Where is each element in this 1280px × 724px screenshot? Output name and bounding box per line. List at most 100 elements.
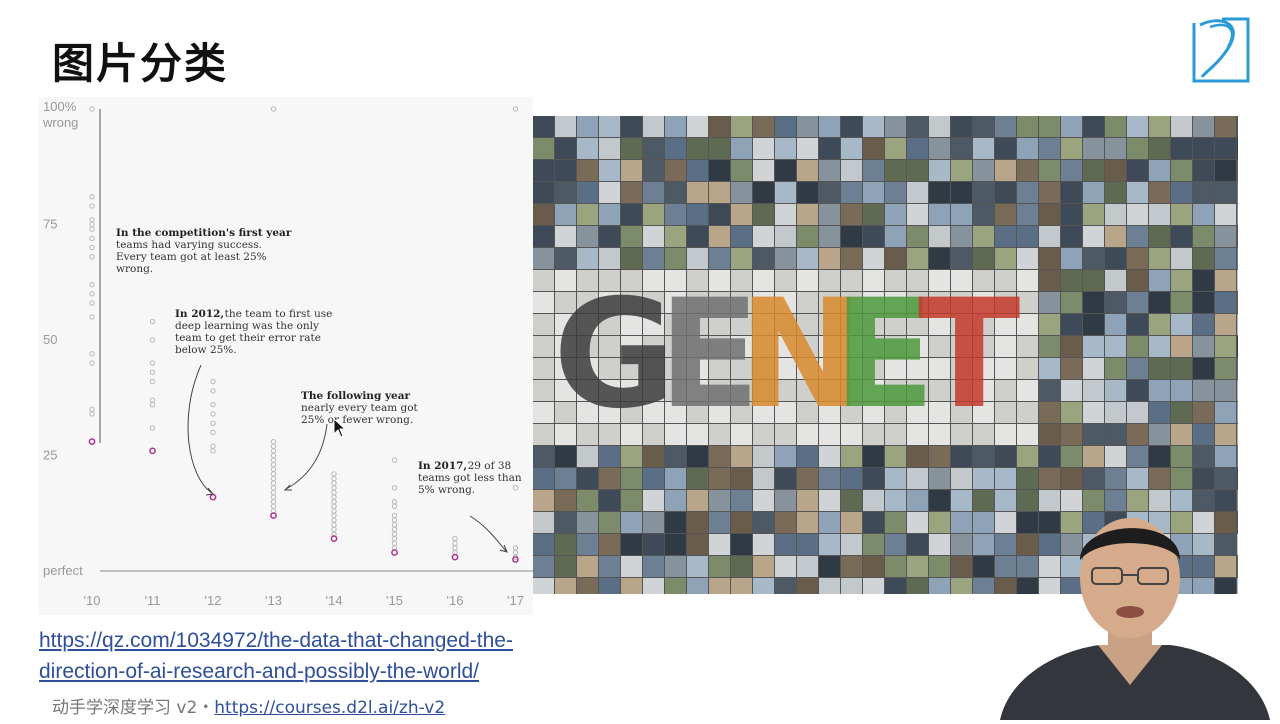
team-point (210, 420, 216, 426)
team-point (149, 369, 156, 376)
team-point (331, 508, 337, 514)
d2l-logo-icon (1192, 17, 1250, 83)
source-link-line1[interactable]: https://qz.com/1034972/the-data-that-cha… (39, 629, 513, 652)
x-tick-label: '16 (447, 593, 464, 608)
team-point (149, 425, 156, 431)
y-tick-label: 25 (43, 448, 57, 463)
team-point (149, 318, 156, 325)
team-point (89, 291, 95, 297)
team-point (89, 360, 95, 366)
team-point (89, 235, 95, 242)
annotation-text: the team to first use (225, 308, 333, 320)
team-point (452, 540, 458, 546)
team-point (391, 503, 398, 510)
team-point (270, 466, 277, 473)
footer-link[interactable]: https://courses.d2l.ai/zh-v2 (214, 698, 446, 718)
presenter-video-feed (980, 500, 1280, 720)
arrowhead (205, 487, 214, 496)
team-point (391, 512, 398, 519)
team-point (270, 106, 277, 112)
y-tick-label: wrong (42, 115, 78, 130)
team-point (512, 106, 519, 112)
team-point (89, 203, 95, 209)
best-team-point (391, 549, 398, 556)
annotation-text: wrong. (116, 263, 153, 275)
team-point (270, 503, 277, 510)
x-tick-label: '14 (326, 593, 343, 608)
best-team-point (88, 438, 96, 445)
mosaic-letter-shape: N (738, 268, 864, 442)
annotation-title: In the competition's first year (116, 227, 292, 239)
team-point (391, 522, 398, 528)
annotation-text: team to get their error rate (175, 332, 321, 344)
team-point (331, 522, 337, 528)
team-point (512, 545, 519, 551)
annotation-text: below 25%. (175, 344, 237, 356)
team-point (452, 545, 458, 551)
team-point (391, 517, 398, 523)
team-point (89, 314, 95, 320)
team-point (89, 217, 95, 223)
annotation-title: The following year (301, 390, 411, 402)
arrowhead (283, 484, 292, 491)
team-point (512, 549, 519, 556)
x-tick-label: '15 (386, 593, 403, 608)
x-tick-label: '10 (84, 593, 101, 608)
y-tick-label: perfect (43, 563, 83, 578)
chart-svg: 100%wrong 75 50 25 perfect'10 '11 '12 '13 '14 '15… (42, 99, 533, 608)
team-point (270, 475, 277, 482)
team-point (270, 471, 277, 477)
team-point (391, 540, 398, 546)
annotation-title: In 2012, (175, 308, 224, 320)
arrowhead (499, 544, 508, 553)
team-point (89, 281, 95, 288)
x-tick-label: '17 (507, 593, 524, 608)
team-point (210, 443, 216, 449)
team-point (331, 526, 337, 533)
footer: 动手学深度学习 v2・https://courses.d2l.ai/zh-v2 (52, 693, 445, 718)
team-point (210, 429, 216, 436)
annotation-arrow (285, 423, 328, 490)
mouse-cursor-icon (333, 418, 347, 438)
annotation-text: teams got less than (418, 472, 522, 484)
team-point (270, 485, 277, 491)
team-point (89, 300, 95, 306)
source-link-line2[interactable]: direction-of-ai-research-and-possibly-th… (39, 660, 480, 683)
team-point (331, 485, 337, 491)
team-point (391, 499, 398, 505)
slide-title: 图片分类 (52, 39, 229, 88)
team-point (270, 438, 277, 445)
team-point (89, 244, 95, 251)
best-team-point (512, 556, 519, 563)
team-point (149, 337, 156, 343)
team-point (452, 535, 458, 542)
team-point (89, 254, 95, 260)
team-point (270, 480, 277, 486)
error-rate-chart: 100% wrong 75 50 25 perfect '10 '11 '12 '13 '14 '15… (38, 97, 533, 615)
team-point (391, 535, 398, 542)
team-point (391, 526, 398, 533)
team-point (270, 443, 277, 449)
team-point (89, 411, 95, 417)
annotation-text: nearly every team got (301, 402, 419, 414)
best-team-point (209, 493, 217, 501)
annotation-title: In 2017, (418, 460, 467, 472)
team-point (210, 411, 216, 417)
annotation-text: teams had varying success. (116, 239, 262, 251)
team-point (210, 378, 216, 385)
team-point (149, 397, 156, 403)
team-point (331, 517, 337, 523)
team-point (89, 194, 95, 200)
team-point (331, 475, 337, 482)
mosaic-letter-shape: G (553, 268, 676, 442)
footer-text: 动手学深度学习 v2・ (52, 698, 215, 718)
mosaic-letter-shape: T (918, 268, 1020, 442)
annotation-text: 25% or fewer wrong. (301, 414, 413, 426)
team-point (331, 512, 337, 519)
team-point (270, 489, 277, 496)
team-point (149, 401, 156, 408)
team-point (89, 226, 95, 232)
team-point (331, 494, 337, 500)
team-point (331, 499, 337, 505)
team-point (270, 457, 277, 463)
